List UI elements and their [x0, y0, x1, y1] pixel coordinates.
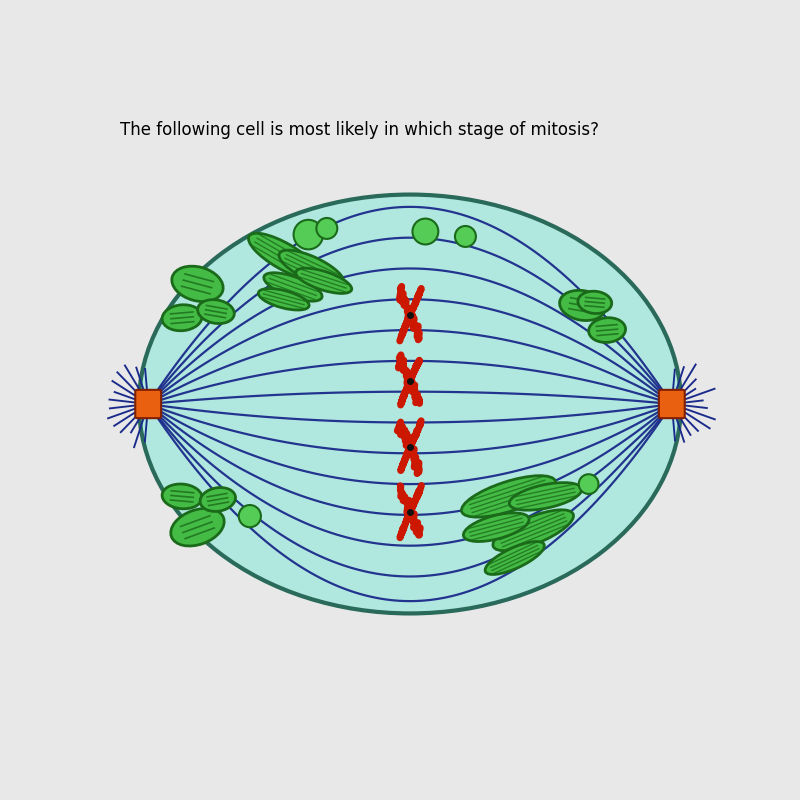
Circle shape — [238, 505, 261, 527]
Ellipse shape — [485, 542, 544, 574]
Ellipse shape — [198, 300, 234, 323]
Circle shape — [455, 226, 476, 247]
Circle shape — [578, 474, 598, 494]
Ellipse shape — [463, 513, 529, 542]
Ellipse shape — [559, 290, 606, 321]
Circle shape — [316, 218, 338, 239]
Text: The following cell is most likely in which stage of mitosis?: The following cell is most likely in whi… — [121, 121, 599, 138]
Ellipse shape — [170, 509, 224, 546]
Ellipse shape — [296, 268, 352, 294]
Ellipse shape — [589, 318, 626, 342]
Ellipse shape — [264, 273, 322, 301]
Ellipse shape — [139, 194, 681, 614]
Ellipse shape — [258, 289, 309, 310]
Ellipse shape — [249, 234, 319, 279]
Circle shape — [294, 220, 323, 250]
Ellipse shape — [172, 266, 223, 302]
Ellipse shape — [162, 484, 202, 509]
Ellipse shape — [162, 305, 202, 330]
Circle shape — [413, 218, 438, 245]
Ellipse shape — [510, 482, 582, 510]
Ellipse shape — [279, 250, 344, 287]
Ellipse shape — [462, 476, 556, 517]
Ellipse shape — [493, 510, 574, 550]
FancyBboxPatch shape — [135, 390, 161, 418]
FancyBboxPatch shape — [659, 390, 685, 418]
Ellipse shape — [200, 487, 235, 511]
Ellipse shape — [578, 291, 612, 314]
